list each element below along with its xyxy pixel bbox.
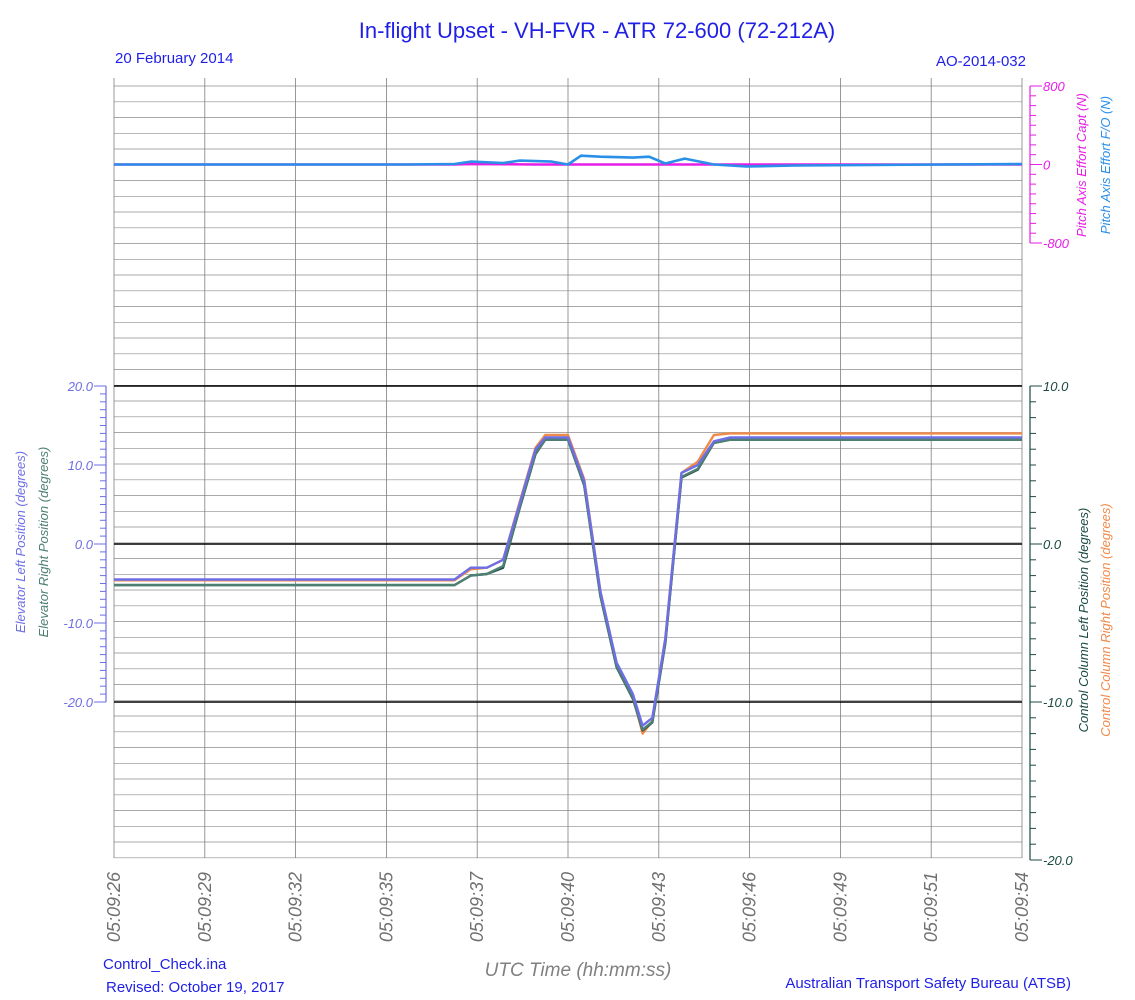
column-axis-title: Control Column Left Position (degrees) [1076,508,1091,733]
x-tick-label: 05:09:37 [467,871,487,942]
x-tick-label: 05:09:32 [286,872,306,942]
elevator-tick-label: -20.0 [63,695,93,710]
elevator-tick-label: 0.0 [75,537,94,552]
pitch-effort-axis-title: Pitch Axis Effort Capt (N) [1074,93,1089,237]
grid [113,78,1023,859]
x-axis-label: UTC Time (hh:mm:ss) [485,960,672,981]
x-tick-label: 05:09:51 [921,872,941,942]
x-tick-label: 05:09:29 [195,872,215,942]
column-tick-label: 0.0 [1043,537,1062,552]
axes [94,85,1042,861]
elevator-tick-label: -10.0 [63,616,93,631]
elevator-tick-label: 10.0 [68,458,94,473]
axis-labels: 05:09:26 05:09:29 05:09:32 05:09:35 05:09:37… [13,79,1113,942]
revised-date: Revised: October 19, 2017 [106,979,284,996]
source-file: Control_Check.ina [103,956,227,973]
x-tick-label: 05:09:54 [1012,872,1032,942]
pitch-effort-axis-title: Pitch Axis Effort F/O (N) [1098,96,1113,234]
chart-title: In-flight Upset - VH-FVR - ATR 72-600 (7… [359,18,835,43]
x-tick-label: 05:09:43 [649,872,669,942]
pitch-effort-tick-label: 0 [1043,158,1051,173]
column-axis-title: Control Column Right Position (degrees) [1098,503,1113,736]
column-tick-label: 10.0 [1043,379,1069,394]
pitch-effort-fo-line [114,154,1023,168]
pitch-effort-tick-label: 800 [1043,79,1065,94]
x-tick-label: 05:09:35 [376,871,396,942]
x-tick-label: 05:09:46 [740,871,760,942]
elevator-tick-label: 20.0 [67,379,94,394]
x-tick-label: 05:09:40 [558,872,578,942]
pitch-effort-tick-label: -800 [1043,236,1070,251]
x-tick-label: 05:09:26 [104,871,124,942]
elevator-left-line [114,436,1022,727]
column-tick-label: -20.0 [1043,853,1073,868]
report-id: AO-2014-032 [936,53,1026,70]
x-tick-label: 05:09:49 [830,872,850,942]
column-tick-label: -10.0 [1043,695,1073,710]
organization: Australian Transport Safety Bureau (ATSB… [785,975,1071,992]
series-lines [114,154,1023,735]
flight-date: 20 February 2014 [115,50,233,67]
elevator-axis-title: Elevator Right Position (degrees) [36,447,51,638]
elevator-axis-title: Elevator Left Position (degrees) [13,451,28,633]
